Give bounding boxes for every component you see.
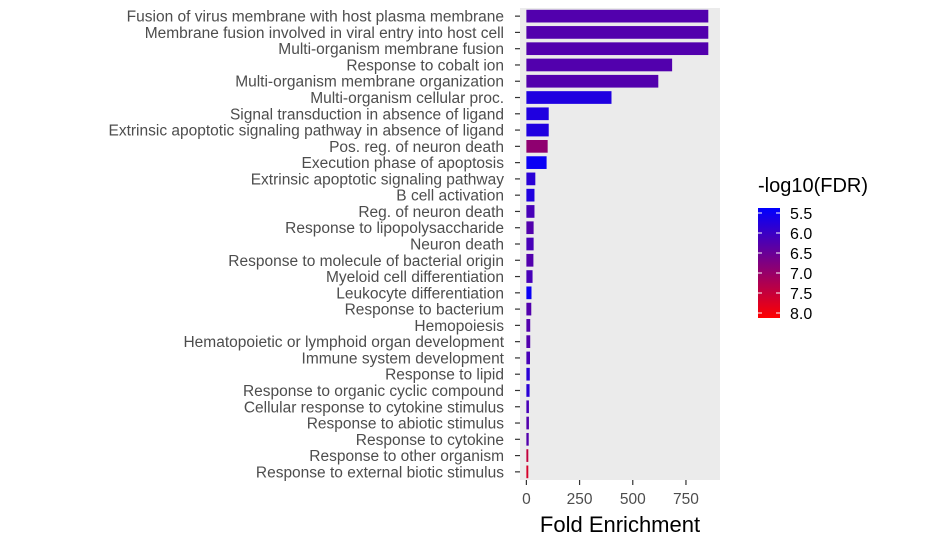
x-tick-label: 750 (673, 491, 699, 508)
legend: -log10(FDR) 5.5 6.0 6.5 7.0 7.5 8.0 (758, 175, 868, 323)
bar (526, 221, 534, 235)
y-tick-label: Pos. reg. of neuron death (329, 139, 504, 156)
y-tick-label: Response to organic cyclic compound (243, 383, 504, 400)
legend-label: 5.5 (790, 206, 812, 223)
y-tick-label: Response to cobalt ion (346, 57, 504, 74)
y-tick-label: Membrane fusion involved in viral entry … (145, 25, 504, 42)
y-tick-label: Response to lipopolysaccharide (285, 220, 504, 237)
legend-label: 6.0 (790, 226, 812, 243)
y-tick-label: Response to abiotic stimulus (307, 416, 505, 433)
legend-label: 7.0 (790, 266, 812, 283)
y-tick-label: Response to other organism (309, 448, 504, 465)
bar (526, 42, 709, 56)
y-tick-label: Multi-organism membrane organization (235, 74, 504, 91)
bar (526, 253, 534, 267)
bar (526, 400, 529, 414)
bar (526, 74, 659, 88)
bar (526, 123, 549, 137)
y-tick-label: B cell activation (396, 188, 504, 205)
y-tick-label: Hemopoiesis (414, 318, 504, 335)
bar (526, 26, 709, 39)
bars (526, 9, 709, 479)
bar (526, 91, 612, 104)
y-tick-label: Immune system development (302, 350, 505, 367)
y-tick-label: Myeloid cell differentiation (326, 269, 504, 286)
legend-labels: 5.5 6.0 6.5 7.0 7.5 8.0 (758, 206, 812, 323)
x-tick-label: 500 (620, 491, 646, 508)
y-tick-label: Response to molecule of bacterial origin (228, 253, 504, 270)
bar (526, 416, 529, 430)
bar (526, 367, 530, 381)
bar (526, 319, 531, 332)
x-tick-label: 250 (567, 491, 593, 508)
bar (526, 351, 530, 365)
bar (526, 465, 529, 479)
y-tick-label: Extrinsic apoptotic signaling pathway in… (109, 123, 505, 140)
bar (526, 205, 535, 218)
y-tick-label: Response to external biotic stimulus (256, 464, 504, 481)
y-tick-label: Response to cytokine (356, 432, 504, 449)
y-tick-label: Reg. of neuron death (358, 204, 504, 221)
bar (526, 270, 533, 283)
bar (526, 58, 673, 72)
bar (526, 9, 709, 23)
bar (526, 286, 532, 300)
bar (526, 156, 547, 169)
bar (526, 237, 534, 251)
bar (526, 384, 530, 397)
y-tick-label: Fusion of virus membrane with host plasm… (127, 9, 504, 26)
y-tick-label: Hematopoietic or lymphoid organ developm… (183, 334, 504, 351)
legend-colorbar (758, 208, 780, 318)
x-tick-label: 0 (522, 491, 531, 508)
bar (526, 188, 535, 202)
y-tick-label: Multi-organism membrane fusion (278, 41, 504, 58)
y-tick-label: Signal transduction in absence of ligand (230, 106, 504, 123)
legend-label: 8.0 (790, 306, 812, 323)
y-tick-label: Extrinsic apoptotic signaling pathway (251, 171, 505, 188)
bar (526, 432, 529, 446)
y-tick-label: Neuron death (410, 237, 504, 254)
bar (526, 302, 532, 316)
bar (526, 107, 549, 121)
legend-label: 7.5 (790, 286, 812, 303)
x-axis-title: Fold Enrichment (540, 512, 700, 537)
y-tick-label: Multi-organism cellular proc. (310, 90, 504, 107)
bar (526, 139, 548, 153)
legend-title: -log10(FDR) (758, 175, 868, 197)
y-tick-label: Leukocyte differentiation (336, 285, 504, 302)
bar (526, 449, 529, 462)
x-axis: 0 250 500 750 (522, 480, 699, 508)
y-tick-label: Response to lipid (385, 367, 504, 384)
y-tick-label: Response to bacterium (345, 302, 504, 319)
bar (526, 335, 531, 349)
y-tick-label: Execution phase of apoptosis (302, 155, 505, 172)
bar (526, 172, 536, 186)
y-axis: Fusion of virus membrane with host plasm… (109, 9, 520, 481)
y-tick-label: Cellular response to cytokine stimulus (244, 399, 504, 416)
legend-label: 6.5 (790, 246, 812, 263)
